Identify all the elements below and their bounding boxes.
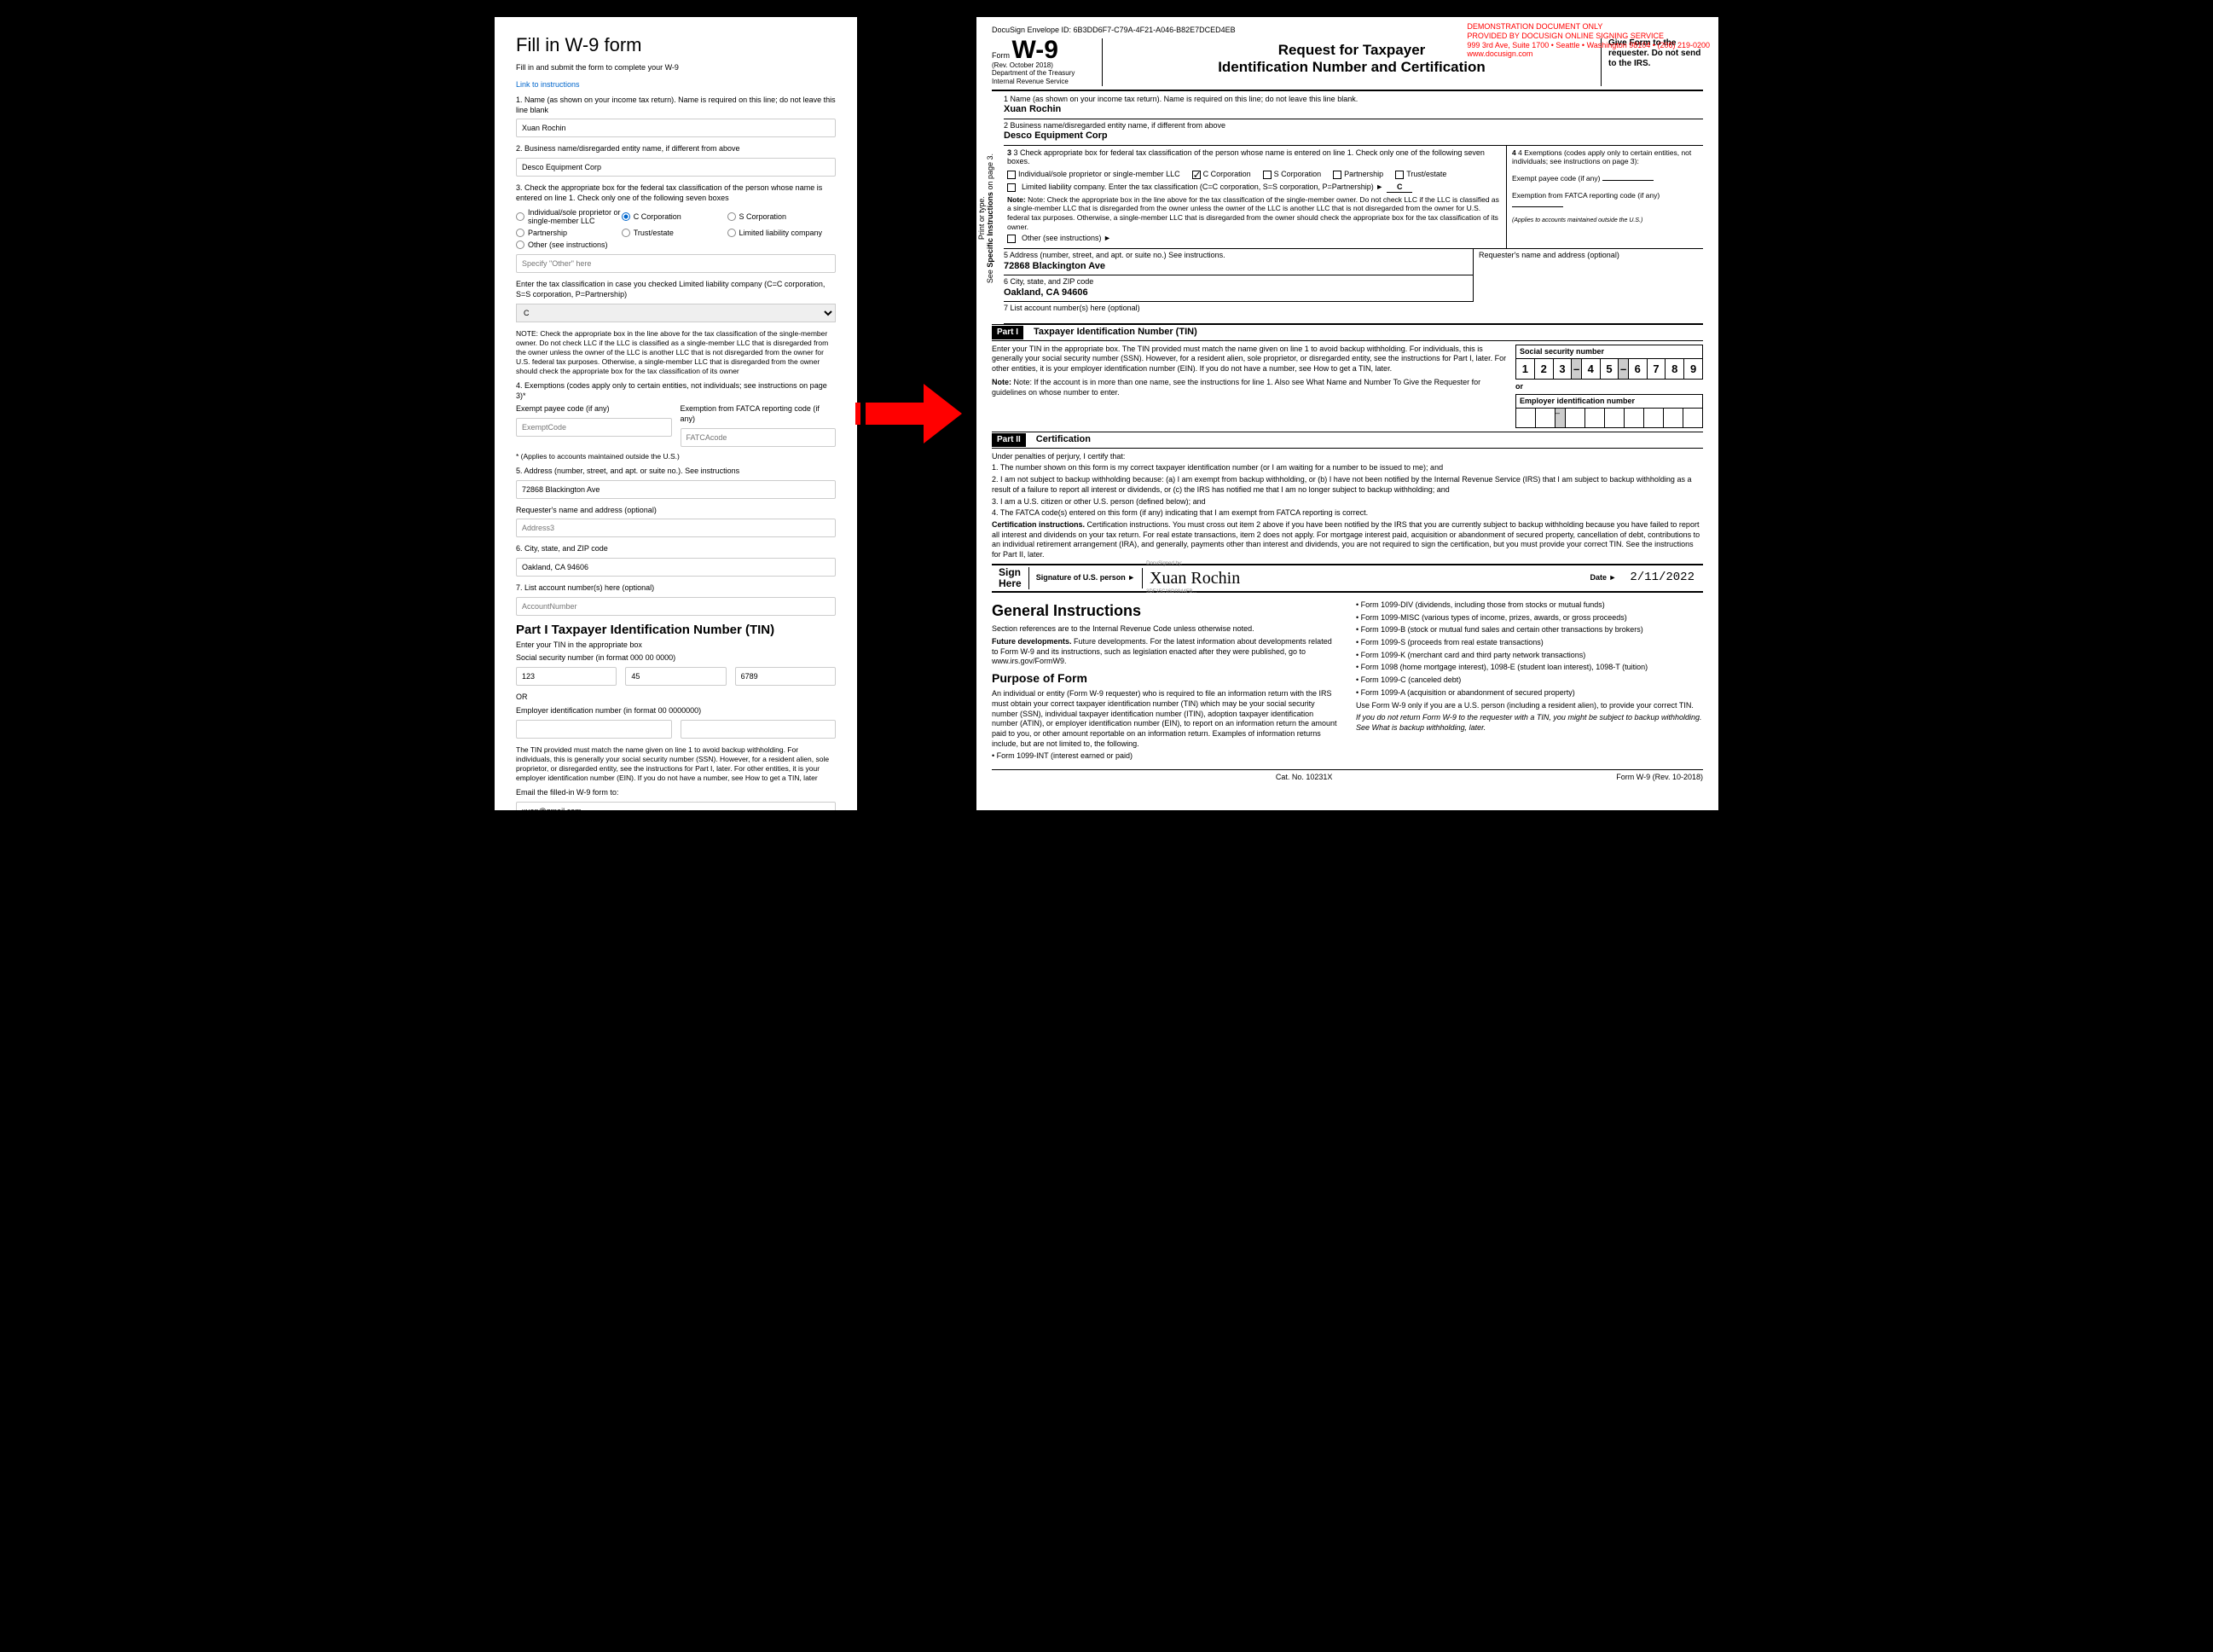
ssn3-input[interactable] [735, 667, 836, 686]
radio-individual[interactable]: Individual/sole proprietor or single-mem… [516, 206, 622, 227]
chk-c-corp[interactable]: C Corporation [1192, 170, 1251, 179]
signature: DocuSigned by: Xuan Rochin 3DF15C16D0044… [1142, 568, 1584, 588]
business-label: 2. Business name/disregarded entity name… [516, 144, 836, 154]
classification-note: NOTE: Check the appropriate box in the l… [516, 329, 836, 376]
part1-sub: Enter your TIN in the appropriate box [516, 641, 836, 651]
chk-trust[interactable]: Trust/estate [1395, 170, 1446, 179]
tin-note: The TIN provided must match the name giv… [516, 745, 836, 783]
form-subtitle: Fill in and submit the form to complete … [516, 63, 836, 72]
side-instructions: Print or type.See Specific Instructions … [978, 154, 995, 283]
exemptions-label: 4. Exemptions (codes apply only to certa… [516, 381, 836, 401]
web-form-panel: Fill in W-9 form Fill in and submit the … [495, 17, 857, 810]
email-input[interactable] [516, 802, 836, 810]
pdf-document-panel: DEMONSTRATION DOCUMENT ONLYPROVIDED BY D… [976, 17, 1718, 810]
email-label: Email the filled-in W-9 form to: [516, 788, 836, 798]
radio-other[interactable]: Other (see instructions) [516, 239, 622, 251]
box-3-4: 3 3 Check appropriate box for federal ta… [1004, 146, 1703, 249]
radio-s-corp[interactable]: S Corporation [727, 206, 833, 227]
radio-partnership[interactable]: Partnership [516, 227, 622, 239]
radio-c-corp[interactable]: C Corporation [622, 206, 727, 227]
account-input[interactable] [516, 597, 836, 616]
arrow-icon [866, 17, 968, 810]
address-input[interactable] [516, 480, 836, 499]
signature-row: SignHere Signature of U.S. person ► Docu… [992, 564, 1703, 593]
certification-text: Under penalties of perjury, I certify th… [992, 452, 1703, 560]
demo-watermark: DEMONSTRATION DOCUMENT ONLYPROVIDED BY D… [1467, 22, 1710, 59]
part-2-header: Part IICertification [992, 432, 1703, 449]
city-input[interactable] [516, 558, 836, 577]
ssn-label: Social security number (in format 000 00… [516, 653, 836, 664]
ein-grid[interactable]: – [1515, 408, 1703, 428]
ssn-grid[interactable]: 123 – 45 – 6789 [1515, 358, 1703, 380]
name-label: 1. Name (as shown on your income tax ret… [516, 96, 836, 115]
business-input[interactable] [516, 158, 836, 177]
ein2-input[interactable] [681, 720, 837, 739]
ssn1-input[interactable] [516, 667, 617, 686]
sign-date: 2/11/2022 [1621, 571, 1703, 585]
box-7: 7 List account number(s) here (optional) [1004, 302, 1703, 324]
general-instructions: General Instructions Section references … [992, 598, 1703, 764]
page-footer: Cat. No. 10231XForm W-9 (Rev. 10-2018) [992, 769, 1703, 782]
fatca-input[interactable] [681, 428, 837, 447]
tin-boxes: Social security number 123 – 45 – 6789 o… [1515, 345, 1703, 428]
chk-individual[interactable]: Individual/sole proprietor or single-mem… [1007, 170, 1180, 179]
radio-llc[interactable]: Limited liability company [727, 227, 833, 239]
llc-select[interactable]: C [516, 304, 836, 322]
chk-s-corp[interactable]: S Corporation [1263, 170, 1322, 179]
ein1-input[interactable] [516, 720, 672, 739]
requester-input[interactable] [516, 519, 836, 537]
box-1: 1 Name (as shown on your income tax retu… [1004, 93, 1703, 119]
instructions-link[interactable]: Link to instructions [516, 80, 836, 89]
other-input[interactable] [516, 254, 836, 273]
name-input[interactable] [516, 119, 836, 137]
classification-label: 3. Check the appropriate box for the fed… [516, 183, 836, 203]
or-text: OR [516, 693, 836, 701]
account-label: 7. List account number(s) here (optional… [516, 583, 836, 594]
form-title: Fill in W-9 form [516, 34, 836, 56]
ein-label: Employer identification number (in forma… [516, 706, 836, 716]
box-5-6: 5 Address (number, street, and apt. or s… [1004, 249, 1703, 302]
city-label: 6. City, state, and ZIP code [516, 544, 836, 554]
llc-note-label: Enter the tax classification in case you… [516, 280, 836, 299]
chk-partnership[interactable]: Partnership [1333, 170, 1383, 179]
tin-instructions: Enter your TIN in the appropriate box. T… [992, 345, 1507, 428]
radio-trust[interactable]: Trust/estate [622, 227, 727, 239]
part-1-header: Part ITaxpayer Identification Number (TI… [992, 324, 1703, 341]
exempt-code-label: Exempt payee code (if any) [516, 404, 672, 414]
chk-other[interactable] [1007, 235, 1016, 243]
fatca-label: Exemption from FATCA reporting code (if … [681, 404, 837, 424]
requester-label: Requester's name and address (optional) [516, 506, 836, 516]
box-2: 2 Business name/disregarded entity name,… [1004, 119, 1703, 146]
ssn2-input[interactable] [625, 667, 726, 686]
chk-llc[interactable] [1007, 183, 1016, 192]
applies-note: * (Applies to accounts maintained outsid… [516, 452, 836, 461]
address-label: 5. Address (number, street, and apt. or … [516, 467, 836, 477]
exempt-code-input[interactable] [516, 418, 672, 437]
part1-title: Part I Taxpayer Identification Number (T… [516, 623, 836, 637]
